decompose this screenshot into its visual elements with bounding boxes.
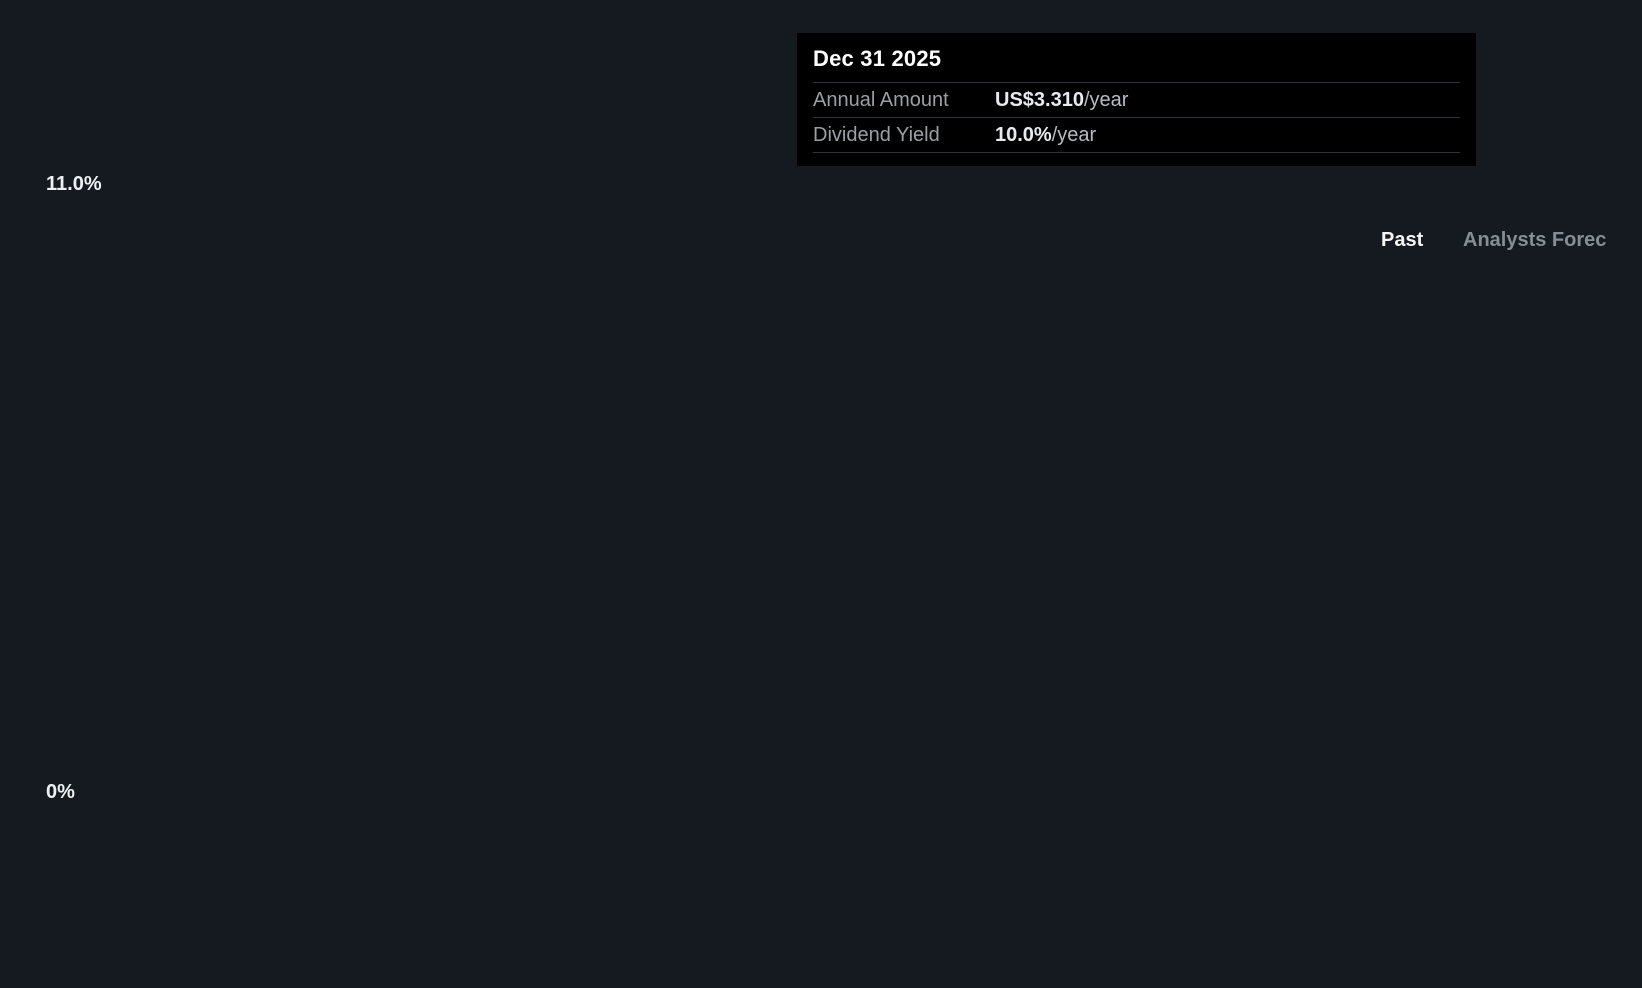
tooltip-label: Dividend Yield	[813, 123, 940, 146]
tooltip-value: US$3.310	[995, 88, 1084, 111]
past-period-label: Past	[1381, 229, 1424, 251]
tooltip-row-annual-amount: Annual Amount US$3.310 /year	[813, 83, 1460, 118]
tooltip-suffix: /year	[1051, 123, 1097, 146]
tooltip-value: 10.0%	[995, 123, 1052, 146]
tooltip-suffix: /year	[1083, 88, 1129, 111]
tooltip-label: Annual Amount	[813, 88, 949, 111]
chart-tooltip: Dec 31 2025 Annual Amount US$3.310 /year…	[797, 33, 1476, 166]
tooltip-date: Dec 31 2025	[813, 33, 1460, 83]
analysts-forecast-period-label: Analysts Forec	[1463, 229, 1607, 251]
y-axis-min-label: 0%	[46, 781, 75, 803]
y-axis-max-label: 11.0%	[46, 173, 102, 195]
tooltip-row-dividend-yield: Dividend Yield 10.0% /year	[813, 118, 1460, 153]
